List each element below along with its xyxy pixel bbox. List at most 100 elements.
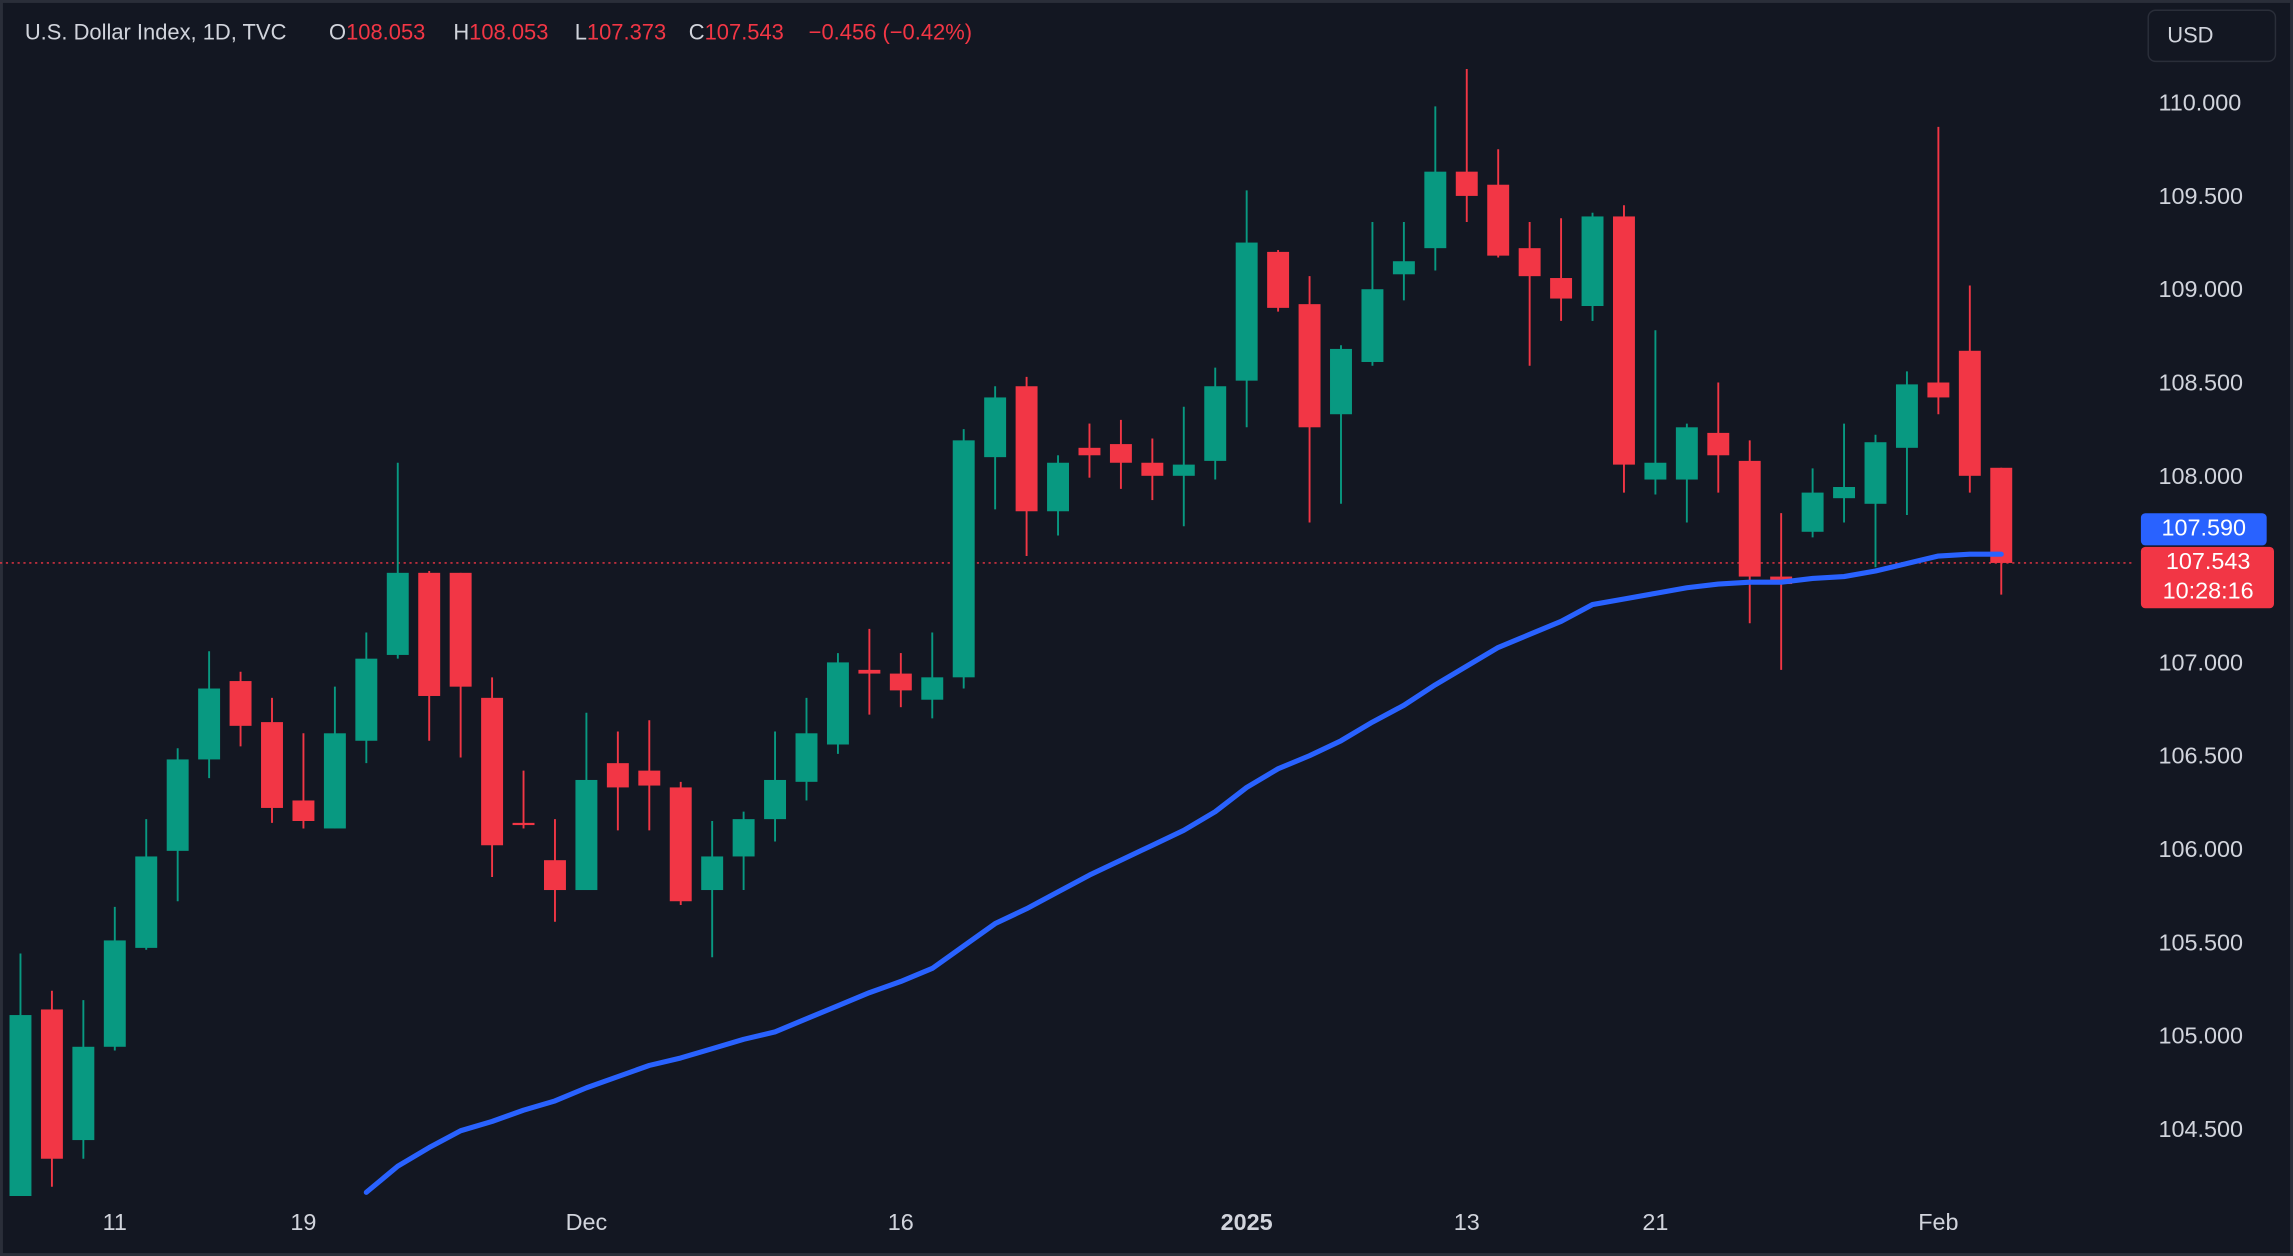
y-tick-label: 106.500 — [2158, 743, 2243, 769]
candle-body — [606, 763, 629, 788]
candle-body — [1550, 278, 1573, 299]
candle-body — [858, 669, 881, 674]
candle-body — [952, 440, 975, 678]
candle-body — [575, 779, 598, 891]
candle-body — [1612, 216, 1635, 465]
candle-body — [1298, 304, 1321, 428]
candle-body — [418, 572, 441, 696]
x-tick-label: 19 — [290, 1209, 316, 1235]
candle-body — [1267, 251, 1290, 308]
ohlc-value: 108.053 — [346, 19, 425, 44]
candle-body — [795, 733, 818, 782]
x-tick-label: Dec — [566, 1209, 608, 1235]
candle-body — [1707, 432, 1730, 456]
candle-body — [732, 819, 755, 857]
y-tick-label: 104.500 — [2158, 1116, 2243, 1142]
candle-body — [72, 1046, 95, 1141]
candle-body — [1015, 386, 1038, 512]
candle-body — [261, 722, 283, 808]
candle-body — [1581, 216, 1604, 307]
currency-button[interactable] — [2147, 9, 2277, 63]
ohlc-value: 107.543 — [705, 19, 784, 44]
candle-body — [1990, 467, 2013, 563]
price-tag — [2140, 546, 2274, 609]
candle-body — [1235, 242, 1258, 381]
y-tick-label: 108.500 — [2158, 370, 2243, 396]
x-tick-label: 16 — [888, 1209, 914, 1235]
change: −0.456 (−0.42%) — [809, 19, 972, 44]
candle-body — [512, 822, 535, 826]
candle-body — [889, 673, 912, 691]
ohlc-label: L — [575, 19, 587, 44]
candle-body — [1895, 384, 1918, 448]
y-tick-label: 108.000 — [2158, 463, 2243, 489]
x-tick-label: 11 — [103, 1209, 127, 1235]
candle-body — [764, 779, 787, 820]
candle-body — [1047, 462, 1069, 512]
ohlc-label: H — [453, 19, 469, 44]
candle-body — [984, 397, 1007, 458]
candle-body — [1109, 444, 1132, 463]
candle-body — [1518, 248, 1541, 277]
candle-body — [1644, 462, 1667, 480]
candle-body — [1801, 492, 1824, 532]
candle-body — [166, 759, 189, 851]
candle-body — [1833, 487, 1856, 499]
candle-body — [386, 572, 409, 655]
candle-body — [701, 856, 724, 891]
price-tag — [2140, 513, 2267, 546]
currency-label[interactable]: USD — [2167, 22, 2213, 47]
candle-body — [638, 770, 661, 786]
candle-body — [1424, 171, 1447, 249]
candle-body — [1204, 386, 1227, 461]
candle-body — [1361, 289, 1384, 362]
candle-body — [449, 572, 472, 687]
candle-body — [921, 677, 944, 700]
candle-body — [1392, 261, 1415, 275]
candle-body — [669, 787, 692, 902]
candle-body — [355, 658, 378, 741]
price-tag-label: 107.543 — [2166, 548, 2251, 574]
candle-body — [103, 940, 126, 1047]
candle-body — [1141, 462, 1164, 476]
countdown: 10:28:16 — [2163, 577, 2254, 603]
ohlc-value: 108.053 — [469, 19, 548, 44]
y-tick-label: 107.000 — [2158, 649, 2243, 675]
candle-body — [198, 688, 221, 760]
candle-body — [544, 860, 566, 891]
y-tick-label: 109.000 — [2158, 276, 2243, 302]
x-tick-label: 2025 — [1221, 1209, 1273, 1235]
plot-area — [0, 69, 2133, 1197]
candle-body — [1455, 171, 1478, 196]
ohlc-value: 107.373 — [587, 19, 666, 44]
candle-body — [135, 856, 158, 948]
y-tick-label: 105.500 — [2158, 929, 2243, 955]
candle-body — [1172, 464, 1195, 476]
y-tick-label: 110.000 — [2158, 90, 2241, 116]
price-tag-label: 107.590 — [2162, 514, 2247, 540]
candle-body — [1487, 184, 1510, 256]
candle-body — [9, 1015, 32, 1197]
candle-body — [229, 681, 252, 726]
candle-body — [1958, 350, 1981, 476]
candle-body — [826, 662, 849, 745]
candle-body — [1927, 382, 1950, 398]
candle-body — [40, 1009, 63, 1159]
candle-body — [481, 697, 504, 846]
ohlc-label: O — [329, 19, 346, 44]
y-tick-label: 106.000 — [2158, 836, 2243, 862]
x-tick-label: 13 — [1454, 1209, 1480, 1235]
y-tick-label: 105.000 — [2158, 1023, 2243, 1049]
candle-body — [1738, 460, 1761, 577]
candle-body — [1864, 442, 1887, 504]
x-tick-label: 21 — [1642, 1209, 1668, 1235]
candle-body — [1675, 427, 1698, 480]
y-tick-label: 109.500 — [2158, 183, 2243, 209]
candle-body — [292, 800, 315, 822]
candle-body — [1078, 447, 1101, 456]
candle-body — [323, 733, 346, 829]
candle-body — [1330, 348, 1352, 415]
